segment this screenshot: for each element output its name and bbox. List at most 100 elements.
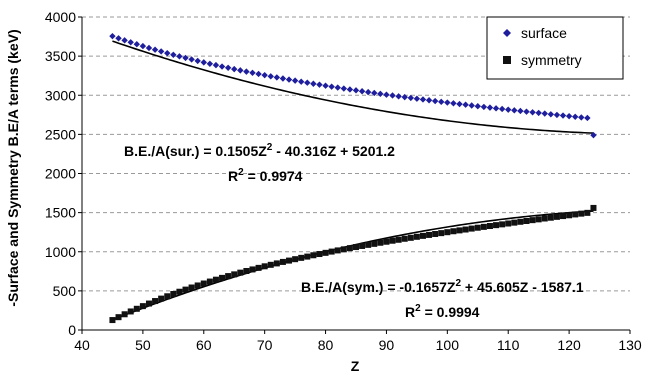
- point-symmetry: [200, 280, 207, 287]
- point-surface: [298, 78, 305, 85]
- point-surface: [425, 97, 433, 104]
- point-surface: [194, 57, 201, 65]
- legend: surface symmetry: [486, 16, 624, 80]
- point-symmetry: [541, 215, 548, 222]
- point-surface: [572, 113, 579, 120]
- point-surface: [492, 105, 500, 112]
- trendline-symmetry: [112, 210, 594, 321]
- point-symmetry: [127, 308, 134, 315]
- x-tick-label: 100: [436, 337, 460, 353]
- point-symmetry: [170, 291, 177, 298]
- x-tick-label: 80: [318, 337, 334, 353]
- surface-r-squared: R2 = 0.9974: [228, 167, 303, 184]
- point-surface: [176, 53, 183, 60]
- point-surface: [133, 41, 140, 48]
- symmetry-r2-value: = 0.9994: [421, 304, 480, 320]
- point-surface: [468, 102, 475, 109]
- point-surface: [431, 97, 439, 105]
- point-surface: [584, 114, 591, 122]
- point-surface: [462, 101, 469, 108]
- point-symmetry: [560, 213, 567, 220]
- point-symmetry: [450, 228, 457, 235]
- symmetry-equation: B.E./A(sym.) = -0.1657Z2 + 45.605Z - 158…: [301, 278, 584, 295]
- point-surface: [334, 84, 341, 91]
- x-tick-labels: 40 50 60 70 80 90 100 110 120 130: [74, 337, 642, 353]
- point-surface: [346, 86, 354, 93]
- point-surface: [139, 42, 147, 50]
- point-surface: [559, 112, 567, 119]
- point-surface: [249, 69, 256, 76]
- point-symmetry: [188, 284, 195, 291]
- point-surface: [498, 105, 506, 113]
- point-symmetry: [133, 305, 140, 312]
- point-surface: [243, 68, 250, 75]
- point-symmetry: [407, 234, 414, 241]
- surface-equation-rest: - 40.316Z + 5201.2: [272, 143, 395, 159]
- point-surface: [511, 107, 518, 114]
- point-symmetry: [401, 235, 408, 242]
- point-symmetry: [529, 217, 536, 224]
- point-symmetry: [292, 256, 299, 263]
- point-symmetry: [468, 225, 475, 232]
- point-surface: [212, 61, 220, 69]
- symmetry-equation-rest: + 45.605Z - 1587.1: [461, 279, 584, 295]
- point-surface: [401, 93, 408, 101]
- point-surface: [364, 88, 372, 96]
- point-symmetry: [139, 303, 146, 310]
- symmetry-r-squared: R2 = 0.9994: [405, 303, 480, 320]
- point-surface: [450, 100, 457, 107]
- y-tick-label: 4000: [45, 9, 76, 25]
- point-surface: [255, 70, 262, 78]
- point-surface: [523, 108, 530, 115]
- point-surface: [395, 93, 402, 100]
- point-surface: [322, 82, 329, 89]
- point-surface: [407, 94, 414, 102]
- point-surface: [164, 49, 171, 57]
- point-symmetry: [346, 245, 353, 252]
- surface-equation: B.E./A(sur.) = 0.1505Z2 - 40.316Z + 5201…: [124, 142, 395, 159]
- y-tick-labels: 0 500 1000 1500 2000 2500 3000 3500 4000: [45, 9, 76, 338]
- point-surface: [578, 114, 585, 121]
- point-symmetry: [553, 213, 560, 220]
- y-tick-label: 1500: [45, 205, 76, 221]
- point-symmetry: [456, 227, 463, 234]
- surface-equation-sup: 2: [267, 142, 273, 153]
- x-axis-title: Z: [351, 358, 360, 374]
- point-symmetry: [219, 274, 226, 281]
- point-symmetry: [377, 239, 384, 246]
- legend-marker-symmetry: [503, 56, 511, 64]
- point-symmetry: [426, 231, 433, 238]
- y-tick-label: 2000: [45, 166, 76, 182]
- point-symmetry: [413, 233, 420, 240]
- point-surface: [535, 109, 542, 117]
- point-symmetry: [249, 266, 256, 273]
- legend-label-surface: surface: [521, 25, 567, 41]
- point-symmetry: [152, 298, 159, 305]
- y-tick-label: 500: [53, 283, 77, 299]
- point-symmetry: [334, 247, 341, 254]
- point-symmetry: [365, 241, 372, 248]
- point-surface: [565, 112, 573, 120]
- x-tick-label: 120: [557, 337, 581, 353]
- x-tick-label: 130: [618, 337, 642, 353]
- point-symmetry: [273, 260, 280, 267]
- point-symmetry: [298, 254, 305, 261]
- point-surface: [340, 85, 348, 92]
- point-surface: [444, 99, 451, 106]
- y-axis-title: -Surface and Symmetry B.E/A terms (keV): [5, 29, 21, 306]
- point-symmetry: [243, 267, 250, 274]
- x-tick-label: 60: [196, 337, 212, 353]
- point-symmetry: [499, 221, 506, 228]
- point-symmetry: [438, 230, 445, 237]
- point-surface: [273, 74, 281, 81]
- point-surface: [529, 109, 536, 116]
- point-symmetry: [572, 211, 579, 218]
- x-tick-label: 50: [135, 337, 151, 353]
- point-symmetry: [371, 240, 378, 247]
- legend-box: [486, 16, 624, 80]
- point-symmetry: [359, 242, 366, 249]
- point-symmetry: [486, 223, 493, 230]
- point-surface: [505, 106, 512, 113]
- point-symmetry: [176, 288, 183, 295]
